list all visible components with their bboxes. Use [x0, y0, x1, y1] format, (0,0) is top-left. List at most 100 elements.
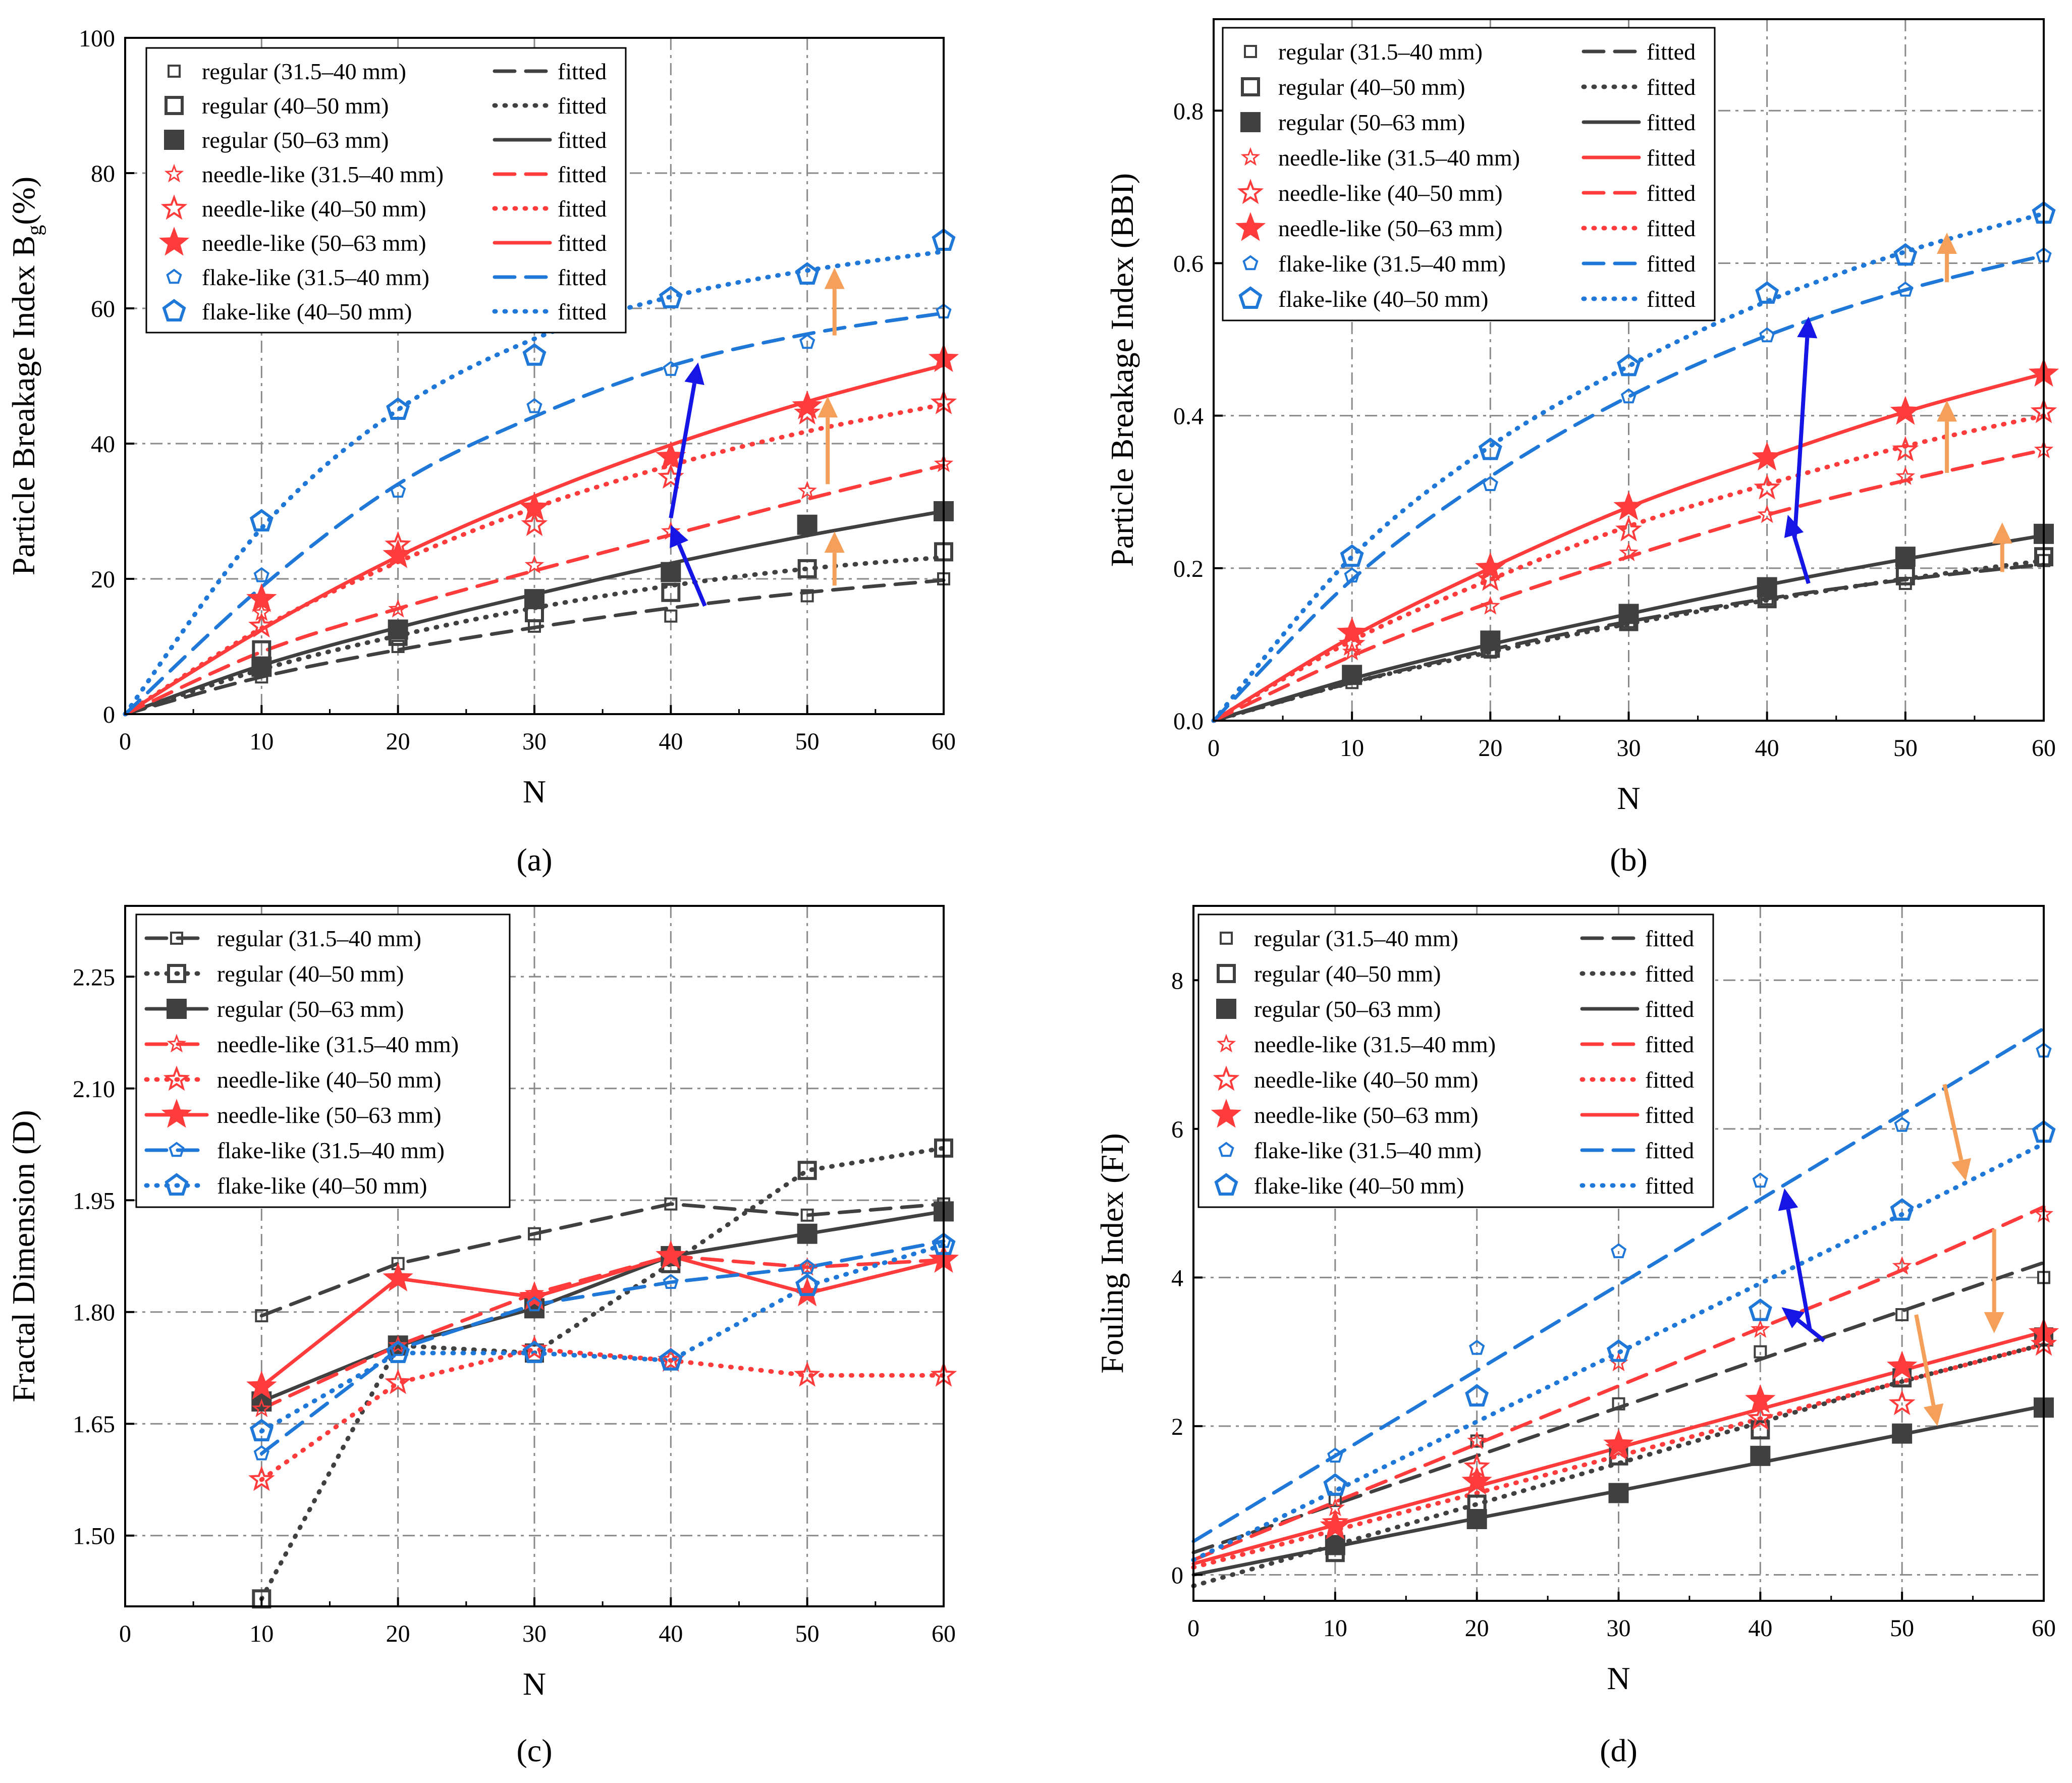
- panel-d-point-s5-1: [1461, 1466, 1492, 1495]
- panel-a-caption: (a): [516, 842, 552, 878]
- panel-a-point-s0-3: [664, 609, 678, 623]
- panel-a-xtick-label: 40: [659, 728, 683, 755]
- panel-b-fit-line-6: [1212, 253, 2046, 723]
- panel-a-point-s2-0: [251, 657, 272, 677]
- panel-c-point-s0-2: [528, 1227, 541, 1240]
- panel-a-legend-marker-1: [165, 96, 184, 115]
- panel-d-xtick-label: 30: [1607, 1615, 1631, 1642]
- panel-a-legend-label-4: needle-like (40–50 mm): [202, 196, 426, 222]
- panel-b-legend-marker-4: [1237, 179, 1264, 204]
- panel-c-point-s2-4: [797, 1223, 817, 1244]
- panel-d-point-s2-3: [1750, 1445, 1771, 1466]
- panel-a-point-s7-2: [522, 343, 547, 366]
- panel-b-xtick-label: 0: [1208, 735, 1220, 762]
- panel-b-legend-fit-label-7: fitted: [1647, 286, 1696, 312]
- panel-d-legend-item-1: regular (40–50 mm) fitted: [1217, 961, 1694, 987]
- panel-a-point-s5-4: [792, 390, 823, 419]
- panel-c-ytick-label: 2.25: [73, 964, 115, 991]
- panel-d-point-s6-3: [1752, 1172, 1768, 1188]
- panel-a-ylabel-tail: (%): [6, 177, 41, 225]
- panel-b-legend-label-4: needle-like (40–50 mm): [1278, 180, 1503, 206]
- panel-a-xtick-label: 60: [932, 728, 956, 755]
- panel-c-legend-item-1: regular (40–50 mm): [144, 961, 404, 987]
- panel-b-point-s6-2: [1620, 388, 1637, 404]
- panel-c-legend-marker-5: [161, 1099, 192, 1128]
- panel-c-legend-label-4: needle-like (40–50 mm): [217, 1067, 442, 1093]
- panel-a-point-s1-3: [661, 582, 681, 602]
- panel-d-point-s4-4: [1888, 1389, 1916, 1416]
- panel-a-legend-marker-6: [166, 268, 182, 284]
- panel-b-legend-item-7: flake-like (40–50 mm) fitted: [1238, 286, 1696, 312]
- panel-b-legend-marker-0: [1244, 45, 1257, 58]
- panel-b-arrow-0: [1992, 522, 2012, 572]
- panel-b-caption: (b): [1610, 842, 1648, 878]
- panel-c-series-line-7: [259, 1242, 946, 1434]
- panel-b: 0 10 20 30 40 50 60 0.0 0.2 0.4 0.6 0.8 regular (31…: [1104, 18, 2059, 878]
- panel-b-point-s7-3: [1755, 281, 1779, 304]
- panel-d-point-s7-1: [1465, 1384, 1489, 1407]
- panel-c-point-s5-3: [656, 1240, 686, 1269]
- panel-c-series-line-3: [259, 1254, 946, 1411]
- panel-b-ytick-label: 0.6: [1173, 250, 1204, 277]
- panel-a-point-s6-2: [526, 398, 542, 413]
- panel-c-markers: [246, 1138, 959, 1609]
- panel-d-legend-label-3: needle-like (31.5–40 mm): [1254, 1032, 1496, 1057]
- panel-a-legend-label-7: flake-like (40–50 mm): [202, 299, 412, 325]
- panel-d-xtick-label: 0: [1187, 1615, 1199, 1642]
- panel-c-legend-marker-6: [169, 1142, 185, 1157]
- panel-b-legend-item-4: needle-like (40–50 mm) fitted: [1237, 179, 1696, 206]
- panel-d-ytick-label: 2: [1171, 1414, 1183, 1440]
- panel-c-xtick-label: 50: [795, 1620, 820, 1647]
- panel-b-point-s1-4: [1895, 566, 1915, 585]
- panel-b-legend-box: [1222, 27, 1716, 321]
- panel-b-point-s2-3: [1757, 577, 1777, 598]
- panel-a-legend-item-5: needle-like (50–63 mm) fitted: [158, 227, 607, 256]
- panel-b-point-s4-4: [1892, 436, 1919, 461]
- panel-b-legend-item-2: regular (50–63 mm) fitted: [1240, 110, 1696, 135]
- panel-d-legend-fit-label-7: fitted: [1645, 1173, 1694, 1199]
- panel-c-xtick-label: 20: [386, 1620, 410, 1647]
- panel-c-point-s4-0: [248, 1466, 275, 1491]
- panel-b-legend-item-0: regular (31.5–40 mm) fitted: [1244, 39, 1696, 65]
- panel-d-legend-fit-label-5: fitted: [1645, 1102, 1694, 1128]
- panel-c-point-s0-3: [664, 1197, 678, 1211]
- panel-b-point-s3-1: [1481, 596, 1500, 615]
- panel-d-legend-label-1: regular (40–50 mm): [1254, 961, 1441, 987]
- panel-d-point-s0-3: [1754, 1345, 1767, 1359]
- panel-d-point-s7-4: [1890, 1198, 1914, 1221]
- panel-b-xtick-label: 50: [1893, 735, 1918, 762]
- panel-b-xlabel: N: [1617, 780, 1640, 816]
- panel-a-legend-box: [145, 47, 627, 334]
- panel-d-ytick-label: 8: [1171, 967, 1183, 994]
- panel-a-legend-fit-label-3: fitted: [558, 161, 607, 187]
- panel-c-ytick-label: 1.65: [73, 1411, 115, 1438]
- panel-c-ticks: 0 10 20 30 40 50 60 1.50 1.65 1.80 1.95 2.10 2.25: [73, 964, 956, 1647]
- panel-b-point-s4-2: [1615, 516, 1642, 542]
- panel-a-point-s6-0: [253, 567, 269, 582]
- panel-b-legend-marker-6: [1242, 255, 1259, 271]
- panel-d-point-s0-2: [1612, 1397, 1625, 1411]
- panel-b-point-s2-0: [1342, 665, 1362, 685]
- panel-c-legend-label-0: regular (31.5–40 mm): [217, 926, 421, 951]
- panel-b-point-s7-1: [1478, 437, 1502, 460]
- panel-c-point-s0-4: [800, 1208, 814, 1222]
- panel-c-legend-marker-4: [163, 1065, 190, 1091]
- panel-c-point-s1-4: [797, 1161, 817, 1180]
- panel-a-ytick-label: 40: [91, 431, 115, 458]
- panel-b-xtick-label: 60: [2032, 735, 2056, 762]
- panel-d-point-s6-2: [1610, 1243, 1627, 1259]
- panel-d-point-s2-1: [1466, 1509, 1487, 1529]
- panel-c-point-s6-0: [253, 1445, 269, 1461]
- panel-c-frame: [124, 905, 945, 1607]
- panel-d-arrow-4: [1781, 1307, 1826, 1342]
- panel-c-legend: regular (31.5–40 mm) regular (40–50 mm) re…: [135, 913, 511, 1208]
- panel-b-point-s5-3: [1752, 442, 1782, 471]
- panel-d-legend-label-0: regular (31.5–40 mm): [1254, 926, 1458, 951]
- panel-d-legend-fit-label-3: fitted: [1645, 1032, 1694, 1057]
- panel-c-legend-item-0: regular (31.5–40 mm): [144, 926, 421, 951]
- panel-d-legend: regular (31.5–40 mm) fitted regular (40–50…: [1197, 913, 1714, 1208]
- panel-c-point-s5-0: [246, 1370, 277, 1400]
- panel-c-legend-marker-0: [170, 932, 183, 945]
- panel-d-fit-line-0: [1191, 1261, 2046, 1554]
